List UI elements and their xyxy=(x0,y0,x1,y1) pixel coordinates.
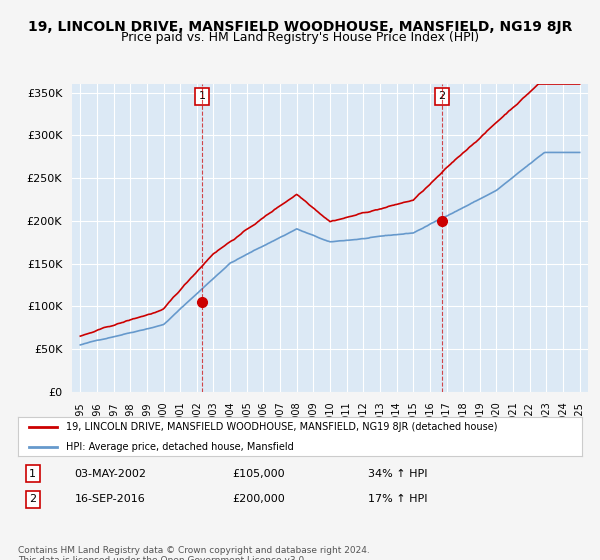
Text: 19, LINCOLN DRIVE, MANSFIELD WOODHOUSE, MANSFIELD, NG19 8JR (detached house): 19, LINCOLN DRIVE, MANSFIELD WOODHOUSE, … xyxy=(66,422,497,432)
Text: 1: 1 xyxy=(29,469,36,479)
Text: HPI: Average price, detached house, Mansfield: HPI: Average price, detached house, Mans… xyxy=(66,442,293,451)
Text: £200,000: £200,000 xyxy=(232,494,285,504)
Text: 2: 2 xyxy=(438,91,445,101)
Text: 03-MAY-2002: 03-MAY-2002 xyxy=(74,469,146,479)
Text: 2: 2 xyxy=(29,494,37,504)
Text: 19, LINCOLN DRIVE, MANSFIELD WOODHOUSE, MANSFIELD, NG19 8JR: 19, LINCOLN DRIVE, MANSFIELD WOODHOUSE, … xyxy=(28,20,572,34)
Text: 1: 1 xyxy=(199,91,206,101)
Text: 16-SEP-2016: 16-SEP-2016 xyxy=(74,494,145,504)
Text: 34% ↑ HPI: 34% ↑ HPI xyxy=(368,469,427,479)
Text: 17% ↑ HPI: 17% ↑ HPI xyxy=(368,494,427,504)
Text: Contains HM Land Registry data © Crown copyright and database right 2024.
This d: Contains HM Land Registry data © Crown c… xyxy=(18,546,370,560)
Text: Price paid vs. HM Land Registry's House Price Index (HPI): Price paid vs. HM Land Registry's House … xyxy=(121,31,479,44)
Text: £105,000: £105,000 xyxy=(232,469,285,479)
